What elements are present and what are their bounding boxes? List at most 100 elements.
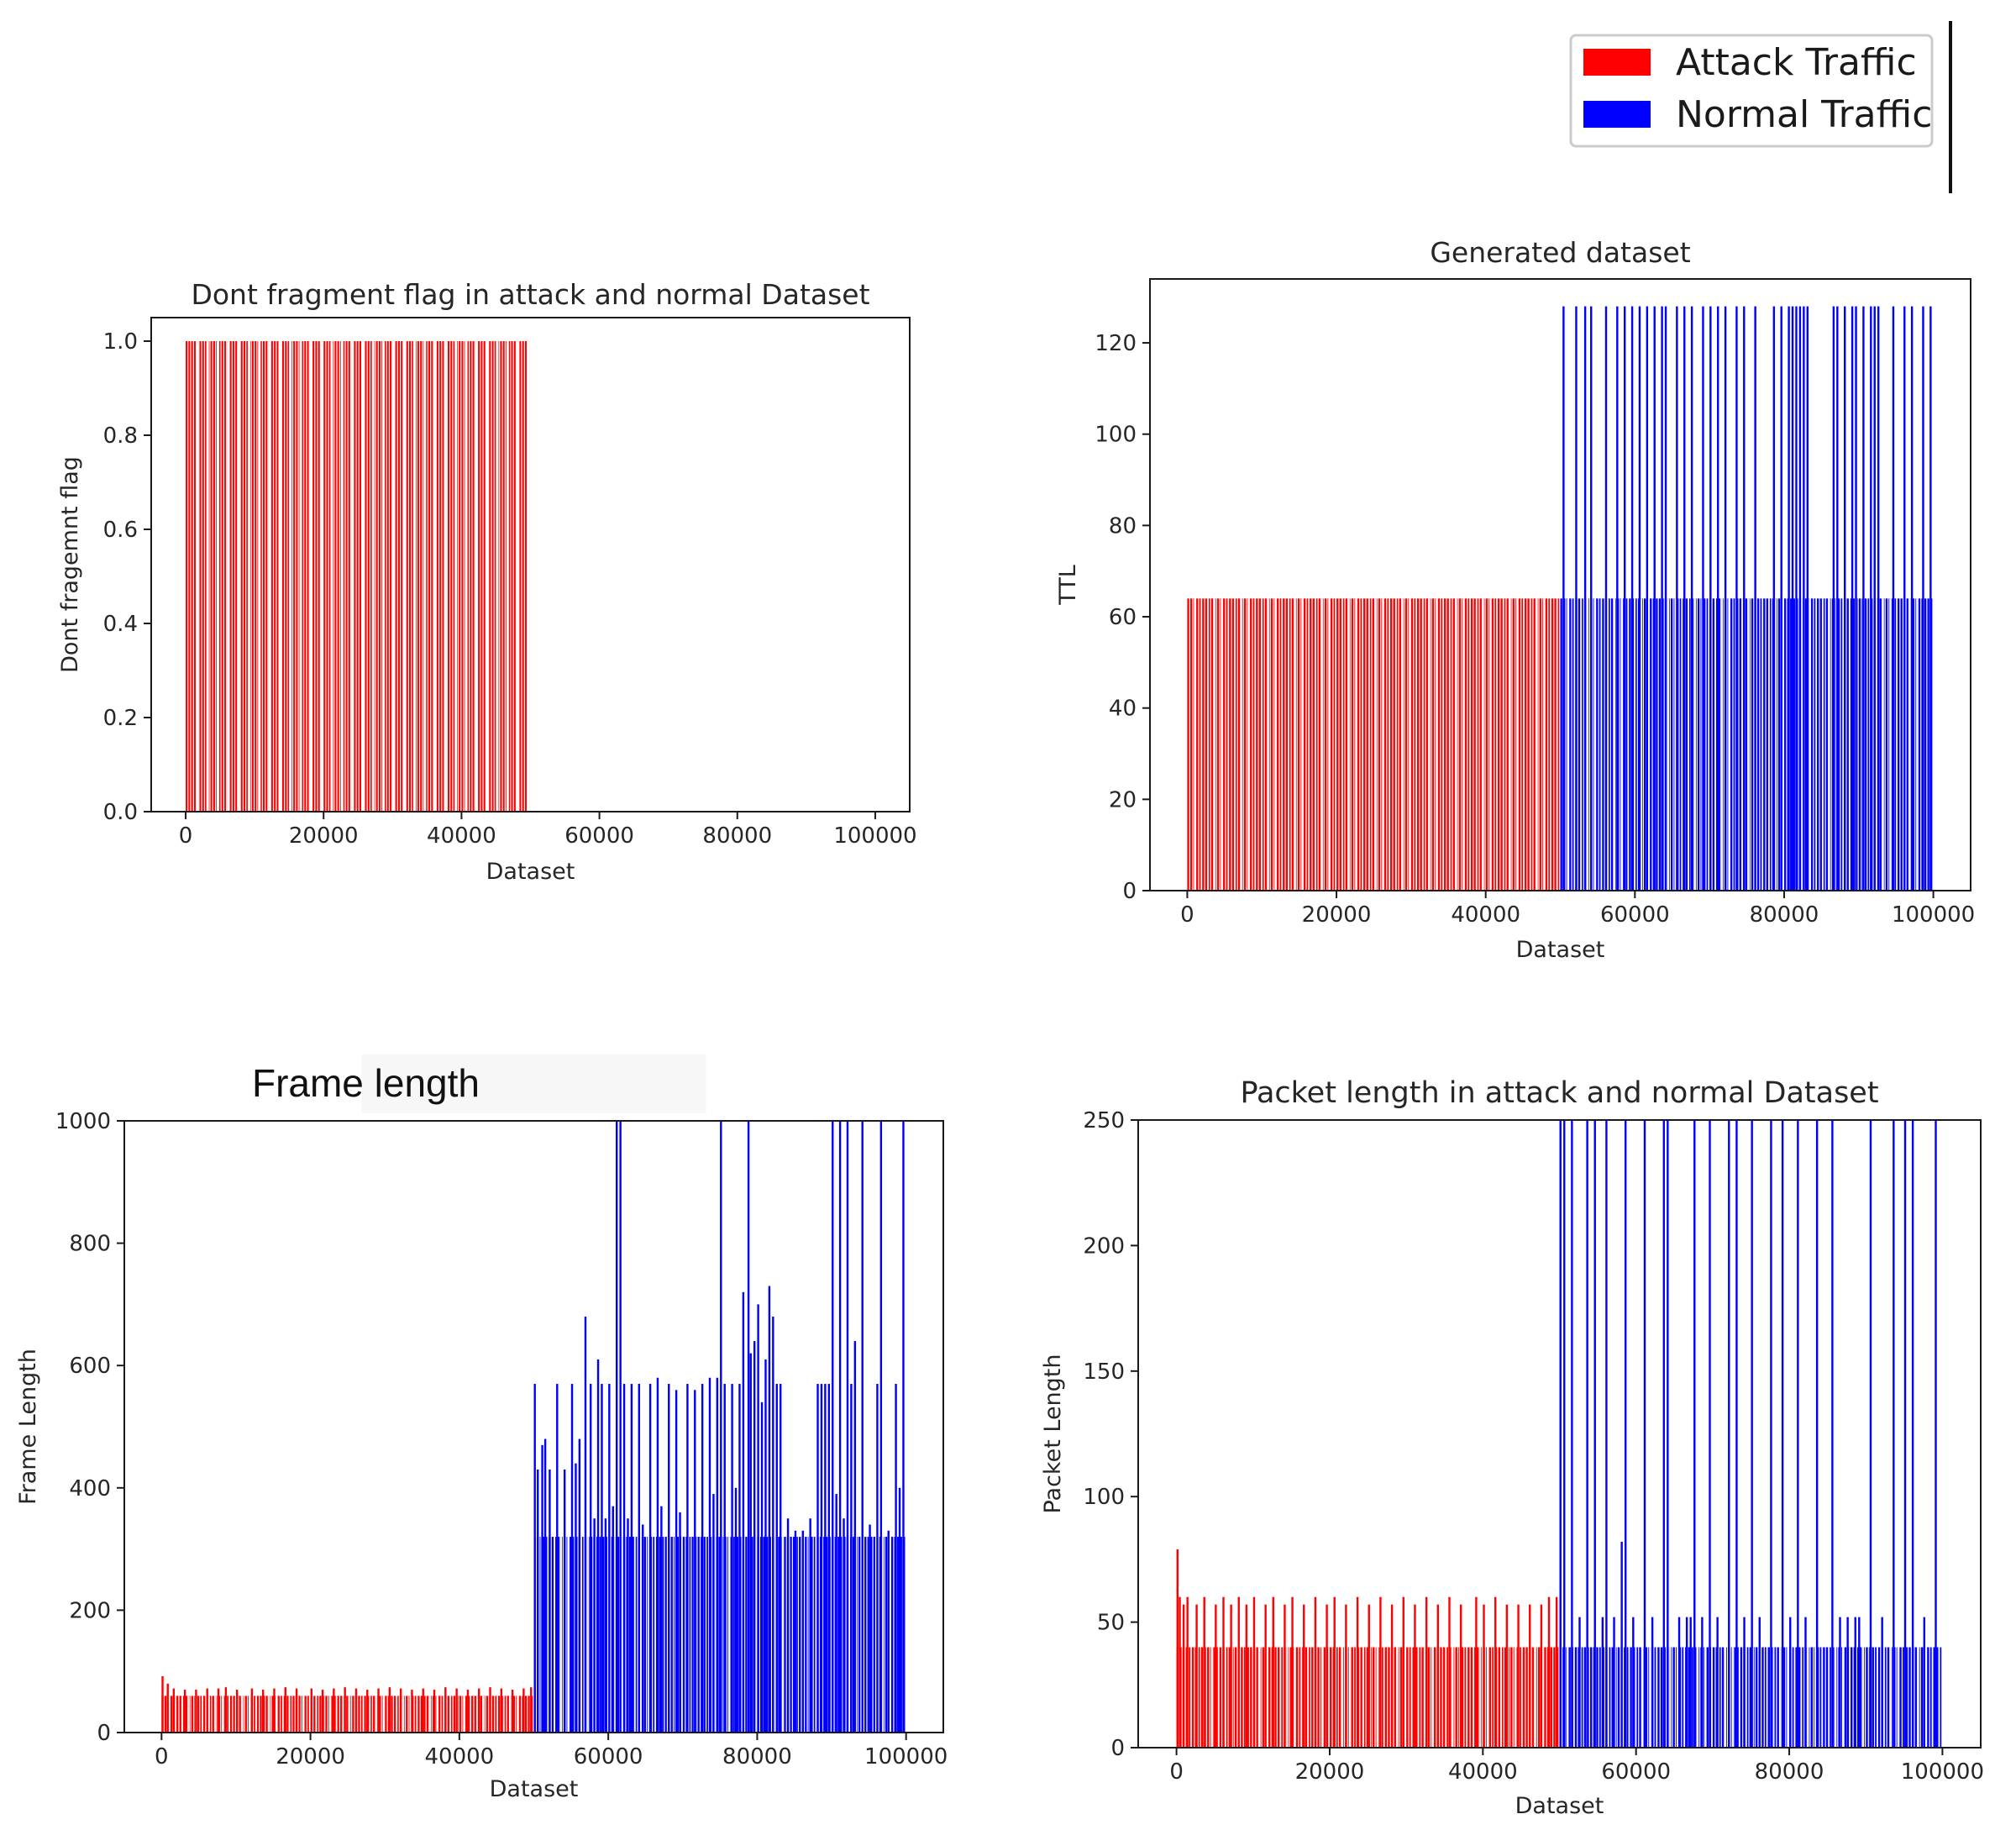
bar (1369, 598, 1372, 891)
bar (1262, 1647, 1265, 1748)
chart-ttl: Generated dataset 0 20000 40000 60000 80000 10… (1055, 236, 1975, 963)
bar (1790, 598, 1793, 891)
bar (1225, 1647, 1228, 1748)
bar-gap (382, 341, 386, 812)
bar-gap (1279, 1647, 1282, 1748)
y-tick-label: 250 (1083, 1108, 1125, 1133)
bar-gap (517, 341, 520, 812)
bar (356, 341, 359, 812)
bar-spike (1751, 1120, 1753, 1748)
bar-spike (575, 1463, 577, 1733)
bar-spike (1743, 306, 1746, 891)
bar (1657, 1647, 1660, 1748)
bar (417, 341, 419, 812)
bar-spike (570, 1384, 574, 1733)
bar (1372, 598, 1375, 891)
bar-spike (1230, 1604, 1232, 1748)
bar (391, 1696, 393, 1733)
bar (1755, 1647, 1758, 1748)
bar (500, 341, 502, 812)
bar-spike (530, 1687, 533, 1733)
bar (1568, 1647, 1571, 1748)
bar-gap (1389, 1647, 1392, 1748)
y-tick-label: 400 (69, 1476, 111, 1501)
bar (367, 341, 370, 812)
bar (1418, 1647, 1421, 1748)
y-tick-label: 0.2 (103, 706, 138, 731)
bar (635, 1537, 638, 1733)
x-tick-label: 60000 (1601, 1759, 1671, 1785)
bar (1879, 598, 1882, 891)
bar-spike (1903, 306, 1906, 891)
bar-gap (1469, 598, 1471, 891)
bar (420, 341, 423, 812)
bar-spike (422, 1688, 424, 1733)
bar (1497, 598, 1500, 891)
bar-spike (1252, 1596, 1256, 1748)
bar (676, 1537, 680, 1733)
bar (453, 341, 455, 812)
bar-layer (161, 1121, 906, 1733)
bar-gap (1369, 1647, 1371, 1748)
bar (1274, 1647, 1277, 1748)
bar (551, 1537, 554, 1733)
bar (176, 1696, 179, 1733)
bar (1793, 598, 1795, 891)
bar (1360, 598, 1362, 891)
bar-gap (1231, 1647, 1233, 1748)
bar (1760, 598, 1762, 891)
y-tick-label: 100 (1095, 423, 1137, 448)
y-tick-label: 600 (69, 1354, 111, 1379)
bar-gap (1924, 1647, 1927, 1748)
bar (1704, 598, 1706, 891)
bar-gap (1782, 598, 1783, 891)
chart-packet-length: Packet length in attack and normal Datas… (1040, 1076, 1984, 1819)
bar-spike (206, 1688, 208, 1733)
bar-gap (1486, 1647, 1488, 1748)
bar-gap (1802, 598, 1803, 891)
bar (545, 1537, 549, 1733)
bar-gap (1442, 598, 1444, 891)
bar (599, 1537, 601, 1733)
bar (1611, 1647, 1614, 1748)
bar-gap (1194, 598, 1196, 891)
x-tick-label: 80000 (702, 823, 772, 849)
bar (1323, 1647, 1326, 1748)
bar (1452, 598, 1455, 891)
bar (244, 341, 246, 812)
bar (504, 1696, 507, 1733)
bar (406, 341, 408, 812)
bar-spike (895, 1384, 897, 1733)
bar-spike (1929, 306, 1932, 891)
bar-gap (1620, 598, 1623, 891)
bar-gap (1809, 598, 1810, 891)
bar (1875, 1647, 1877, 1748)
bar (495, 1696, 497, 1733)
bar (1297, 598, 1300, 891)
bar-gap (1410, 1647, 1413, 1748)
bar-gap (1425, 1647, 1426, 1748)
bar-spike (1831, 1120, 1834, 1748)
bar (1643, 598, 1646, 891)
bar-spike (411, 1690, 413, 1733)
bar (370, 341, 373, 812)
bar-gap (1452, 1647, 1454, 1748)
bar-gap (1261, 598, 1263, 891)
bar (1660, 1647, 1663, 1748)
bar-gap (1761, 598, 1763, 891)
bar (358, 1696, 360, 1733)
bar-gap (1252, 1647, 1254, 1748)
x-axis-label: Dataset (1516, 937, 1605, 963)
bar (1431, 598, 1435, 891)
bar (301, 341, 304, 812)
bar-spike (876, 1384, 879, 1733)
bar-gap (1476, 598, 1478, 891)
bar (1473, 1647, 1476, 1748)
bar (1719, 1647, 1721, 1748)
bar-spike (1562, 306, 1565, 891)
bar (333, 1696, 337, 1733)
bar-gap (1890, 1647, 1893, 1748)
bar-gap (675, 1537, 676, 1733)
bar-gap (249, 1696, 250, 1733)
bar-gap (574, 1537, 575, 1733)
